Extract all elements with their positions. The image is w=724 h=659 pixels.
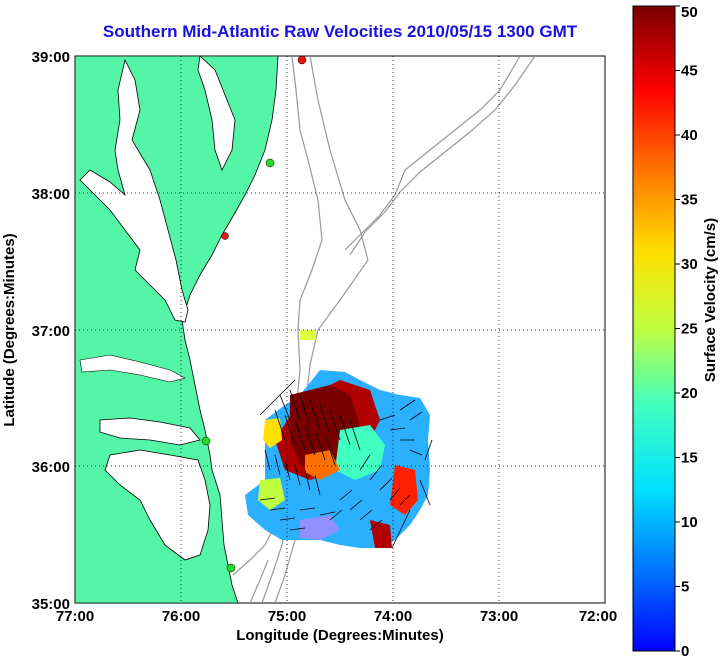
y-tick-label: 38:00: [32, 186, 70, 203]
delaware-bay: [197, 56, 236, 172]
x-tick-label: 73:00: [480, 608, 518, 625]
river: [79, 354, 186, 383]
colorbar-tick-label: 25: [681, 321, 698, 338]
station-marker: [226, 563, 236, 573]
x-axis-label: Longitude (Degrees:Minutes): [236, 627, 444, 644]
y-tick-label: 37:00: [32, 323, 70, 340]
y-axis-label: Latitude (Degrees:Minutes): [1, 233, 18, 426]
x-tick-label: 77:00: [56, 608, 94, 625]
colorbar-tick-label: 45: [681, 63, 698, 80]
chesapeake-bay: [79, 58, 189, 323]
station-marker: [297, 56, 307, 65]
y-axis: 39:00 38:00 37:00 36:00 35:00 Latitude (…: [1, 49, 70, 613]
x-tick-label: 72:00: [579, 608, 617, 625]
colorbar-tick-label: 10: [681, 514, 698, 531]
colorbar-tick-label: 20: [681, 385, 698, 402]
y-tick-label: 36:00: [32, 459, 70, 476]
pamlico-sound: [104, 449, 211, 561]
colorbar-tick-label: 30: [681, 256, 698, 273]
colorbar-tick-label: 5: [681, 579, 689, 596]
x-axis: 77:00 76:00 75:00 74:00 73:00 72:00 Long…: [56, 608, 617, 644]
velocity-field: [245, 330, 433, 549]
colorbar-tick-label: 35: [681, 192, 698, 209]
albemarle-sound: [99, 417, 201, 446]
station-marker: [201, 436, 211, 446]
y-tick-label: 39:00: [32, 49, 70, 66]
station-marker: [265, 158, 275, 168]
x-tick-label: 74:00: [374, 608, 412, 625]
colorbar-tick-label: 50: [681, 4, 698, 21]
x-tick-label: 76:00: [162, 608, 200, 625]
colorbar-label: Surface Velocity (cm/s): [702, 218, 719, 382]
map-title: Southern Mid-Atlantic Raw Velocities 201…: [102, 22, 578, 41]
colorbar-gradient: [632, 5, 676, 652]
colorbar-tick-label: 15: [681, 450, 698, 467]
colorbar-tick-label: 0: [681, 643, 689, 659]
colorbar-tick-label: 40: [681, 127, 698, 144]
grid: [75, 56, 605, 603]
y-tick-label: 35:00: [32, 596, 70, 613]
station-marker: [221, 232, 229, 240]
x-tick-label: 75:00: [268, 608, 306, 625]
